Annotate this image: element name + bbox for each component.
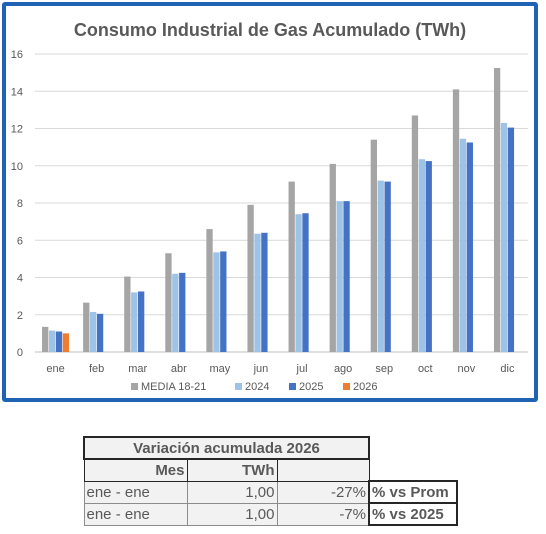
legend-swatch	[289, 383, 296, 390]
chart-frame: Consumo Industrial de Gas Acumulado (TWh…	[2, 2, 538, 402]
bar-dic-2025	[507, 127, 515, 352]
bar-sep-2025	[384, 181, 391, 352]
y-tick-label: 6	[17, 235, 23, 247]
row-label: % vs Prom	[368, 480, 458, 504]
bar-abr-2024	[172, 273, 179, 352]
x-tick-label: mar	[128, 363, 147, 375]
bar-jul-media-18-21	[288, 181, 295, 352]
variation-table: Variación acumulada 2026 Mes TWh ene - e…	[83, 436, 458, 526]
column-header-mes: Mes	[83, 458, 188, 482]
x-tick-label: feb	[89, 363, 104, 375]
x-axis: ene feb mar abr may jun jul ago sep oct nov dic	[46, 363, 515, 375]
bar-sep-2024	[377, 180, 384, 352]
row-mes: ene - ene	[83, 480, 188, 504]
legend-label: 2026	[353, 381, 377, 393]
row-pct: -7%	[276, 502, 370, 526]
table-row: ene - ene 1,00 -27% % vs Prom	[83, 480, 458, 504]
x-tick-label: dic	[500, 363, 515, 375]
y-tick-label: 12	[11, 124, 23, 136]
bar-jun-2024	[254, 233, 261, 352]
legend: MEDIA 18-21 2024 2025 2026	[131, 381, 377, 393]
legend-label: 2024	[245, 381, 269, 393]
y-tick-label: 14	[11, 86, 23, 98]
bar-chart: Consumo Industrial de Gas Acumulado (TWh…	[11, 20, 528, 393]
bar-jul-2025	[302, 213, 309, 352]
x-tick-label: abr	[171, 363, 187, 375]
bar-jun-2025	[261, 232, 268, 352]
row-label: % vs 2025	[368, 502, 458, 526]
y-tick-label: 8	[17, 198, 23, 210]
bars	[42, 67, 515, 353]
y-tick-label: 2	[17, 310, 23, 322]
bar-oct-media-18-21	[411, 115, 419, 353]
y-tick-label: 16	[11, 49, 23, 61]
bar-mar-media-18-21	[124, 276, 131, 352]
y-tick-label: 0	[17, 347, 23, 359]
x-tick-label: jul	[296, 363, 308, 375]
x-tick-label: ene	[46, 363, 64, 375]
bar-mar-2024	[131, 292, 138, 352]
x-tick-label: oct	[418, 363, 433, 375]
bar-ene-2024	[48, 330, 56, 352]
legend-label: 2025	[299, 381, 323, 393]
legend-swatch	[343, 383, 350, 390]
row-pct: -27%	[276, 480, 370, 504]
x-tick-label: sep	[375, 363, 393, 375]
x-tick-label: nov	[458, 363, 476, 375]
bar-ago-media-18-21	[329, 163, 336, 352]
legend-swatch	[235, 383, 242, 390]
bar-jun-media-18-21	[247, 204, 254, 352]
legend-label: MEDIA 18-21	[141, 381, 206, 393]
bar-nov-2024	[459, 138, 467, 352]
chart-title: Consumo Industrial de Gas Acumulado (TWh…	[74, 20, 466, 40]
column-header-twh: TWh	[186, 458, 278, 482]
legend-swatch	[131, 383, 138, 390]
bar-may-2024	[213, 252, 220, 352]
bar-nov-media-18-21	[452, 89, 460, 352]
x-tick-label: ago	[334, 363, 352, 375]
bar-oct-2025	[425, 161, 432, 352]
bar-feb-2025	[96, 313, 104, 352]
table-header-row: Mes TWh	[83, 458, 457, 482]
row-twh: 1,00	[186, 480, 278, 504]
bar-ene-2025	[55, 331, 63, 352]
bar-nov-2025	[466, 142, 473, 352]
bar-dic-2024	[500, 122, 508, 352]
table-title-row: Variación acumulada 2026	[83, 436, 457, 460]
bar-abr-2025	[179, 272, 186, 352]
bar-abr-media-18-21	[165, 253, 172, 352]
bar-feb-2024	[90, 311, 97, 352]
bar-oct-2024	[418, 159, 425, 352]
x-tick-label: may	[209, 363, 230, 375]
x-tick-label: jun	[253, 363, 269, 375]
y-tick-label: 10	[11, 161, 23, 173]
table-row: ene - ene 1,00 -7% % vs 2025	[83, 502, 458, 526]
bar-may-media-18-21	[206, 229, 213, 352]
y-tick-label: 4	[17, 273, 23, 285]
bar-dic-media-18-21	[493, 67, 501, 352]
row-twh: 1,00	[186, 502, 278, 526]
grid-lines	[35, 53, 528, 353]
bar-may-2025	[220, 251, 227, 352]
row-mes: ene - ene	[83, 502, 188, 526]
bar-jul-2024	[295, 214, 302, 352]
y-axis: 0 2 4 6 8 10 12 14 16	[11, 49, 23, 359]
bar-feb-media-18-21	[83, 302, 90, 352]
bar-ago-2025	[343, 201, 350, 352]
table-title: Variación acumulada 2026	[83, 436, 370, 460]
bar-ene-media-18-21	[42, 326, 49, 352]
bar-ago-2024	[336, 201, 343, 352]
bar-sep-media-18-21	[370, 139, 378, 352]
bar-mar-2025	[138, 291, 145, 352]
bar-ene-2026	[62, 333, 70, 352]
